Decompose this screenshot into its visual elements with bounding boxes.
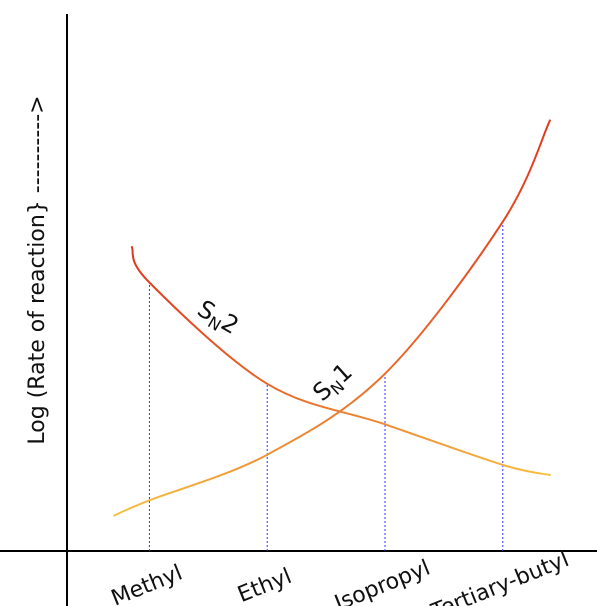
x-tick-label-tertiary-butyl: Tertiary-butyl — [427, 547, 572, 606]
series-label-sn2: SN2 — [191, 295, 243, 343]
y-axis-label: Log (Rate of reaction} ----------> — [25, 95, 50, 444]
x-tick-label-isopropyl: Isopropyl — [331, 556, 434, 606]
x-tick-label-methyl: Methyl — [108, 560, 186, 606]
x-tick-label-ethyl: Ethyl — [234, 564, 295, 606]
series-line-sn2 — [130, 246, 551, 476]
series-line-sn1 — [113, 119, 551, 517]
series-label-sn1: SN1 — [307, 358, 359, 409]
